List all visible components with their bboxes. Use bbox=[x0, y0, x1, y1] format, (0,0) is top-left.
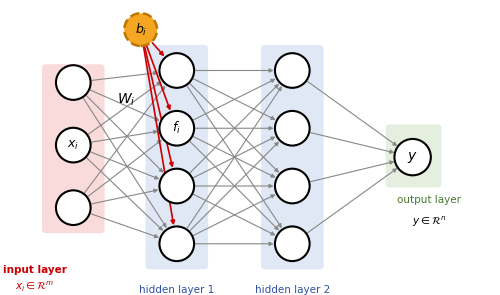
Circle shape bbox=[56, 128, 90, 163]
Circle shape bbox=[275, 169, 310, 203]
Text: input layer: input layer bbox=[3, 265, 66, 275]
Circle shape bbox=[160, 227, 194, 261]
FancyBboxPatch shape bbox=[146, 45, 208, 269]
Circle shape bbox=[275, 111, 310, 145]
Text: hidden layer 1: hidden layer 1 bbox=[139, 286, 214, 295]
Text: $y \in \mathcal{R}^n$: $y \in \mathcal{R}^n$ bbox=[412, 215, 447, 229]
Circle shape bbox=[275, 53, 310, 88]
Circle shape bbox=[275, 227, 310, 261]
Text: $f_i$: $f_i$ bbox=[172, 120, 181, 136]
Text: $W_i$: $W_i$ bbox=[117, 91, 136, 108]
Text: hidden layer 2: hidden layer 2 bbox=[254, 286, 330, 295]
Circle shape bbox=[124, 13, 157, 46]
Text: $b_i$: $b_i$ bbox=[134, 22, 147, 38]
Text: $x_i$: $x_i$ bbox=[67, 139, 80, 152]
Circle shape bbox=[56, 190, 90, 225]
Circle shape bbox=[160, 53, 194, 88]
Circle shape bbox=[394, 139, 431, 175]
Circle shape bbox=[160, 111, 194, 145]
FancyBboxPatch shape bbox=[386, 124, 442, 187]
Text: $y$: $y$ bbox=[408, 150, 418, 165]
Circle shape bbox=[160, 169, 194, 203]
Text: $x_i \in \mathcal{R}^m$: $x_i \in \mathcal{R}^m$ bbox=[15, 280, 54, 294]
Circle shape bbox=[56, 65, 90, 100]
Text: output layer: output layer bbox=[398, 196, 462, 205]
FancyBboxPatch shape bbox=[42, 64, 104, 233]
FancyBboxPatch shape bbox=[261, 45, 324, 269]
